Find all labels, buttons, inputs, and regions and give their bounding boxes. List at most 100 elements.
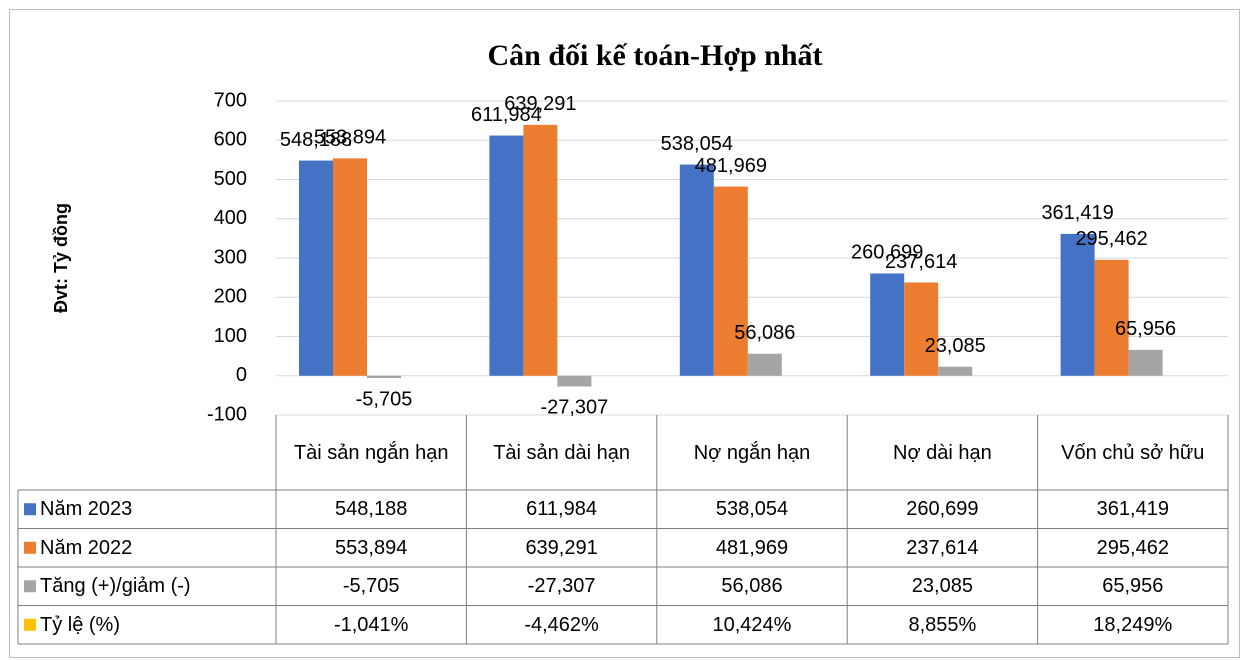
x-tick-label-box: Tài sản dài hạn [493, 441, 630, 464]
data-label: 23,085 [925, 335, 986, 357]
legend-swatch [24, 580, 36, 593]
bar [1128, 349, 1163, 376]
y-tick-label: 500 [214, 168, 247, 190]
table-cell-box: 18,249% [1093, 613, 1173, 636]
legend-box: Tỷ lệ (%) [40, 613, 120, 636]
table-cell-box: 23,085 [911, 575, 973, 598]
y-tick-label: 600 [214, 129, 247, 151]
table-cell-box: 538,054 [715, 498, 789, 521]
data-label: 553,894 [314, 127, 386, 149]
table-cell: 611,984 [526, 498, 597, 521]
x-tick-label: Nợ ngắn hạn [693, 441, 811, 464]
y-tick-label: 0 [236, 364, 247, 386]
y-tick-label: 700 [214, 89, 247, 111]
bar [489, 135, 524, 376]
x-tick-label-box: Vốn chủ sở hữu [1061, 441, 1205, 464]
table-cell-box: 56,086 [721, 575, 783, 598]
bar [1060, 233, 1095, 376]
table-cell: 8,855% [908, 613, 977, 636]
data-label: 361,419 [1041, 202, 1113, 224]
table-cell: -27,307 [527, 575, 596, 598]
bar [557, 375, 592, 387]
table-cell: -5,705 [342, 575, 400, 598]
y-tick-label: 100 [214, 325, 247, 347]
x-tick-label: Vốn chủ sở hữu [1061, 441, 1205, 464]
data-label: 548,188 [280, 129, 352, 151]
data-label: 481,969 [695, 155, 767, 177]
legend-label: Tỷ lệ (%) [40, 613, 120, 636]
table-cell: 65,956 [1102, 575, 1164, 598]
table-cell: 538,054 [715, 498, 789, 521]
data-label: -27,307 [540, 397, 608, 419]
legend-box: Năm 2022 [40, 536, 133, 559]
table-cell: 481,969 [715, 536, 789, 559]
x-tick-label: Tài sản ngắn hạn [293, 441, 449, 464]
bar [299, 160, 333, 376]
bar [1094, 259, 1129, 376]
data-label: 611,984 [471, 104, 542, 126]
data-label: 538,054 [661, 133, 733, 155]
table-cell: 10,424% [712, 613, 792, 636]
data-label: 56,086 [734, 322, 795, 344]
table-cell: 361,419 [1096, 498, 1169, 521]
bar [938, 366, 973, 376]
legend-swatch [24, 541, 36, 554]
table-cell: 260,699 [906, 498, 979, 521]
table-cell: 639,291 [525, 536, 598, 559]
data-label: -5,705 [356, 388, 413, 410]
table-cell: 18,249% [1093, 613, 1173, 636]
table-cell: 548,188 [335, 498, 408, 521]
bar [679, 164, 714, 376]
y-tick-label: 300 [214, 246, 247, 268]
bar [367, 375, 401, 378]
chart-title: Cân đối kế toán-Hợp nhất [487, 39, 822, 72]
table-cell-box: 611,984 [526, 498, 597, 521]
table-cell-box: 8,855% [908, 613, 977, 636]
y-tick-label: 200 [214, 286, 247, 308]
table-cell-box: 639,291 [525, 536, 598, 559]
legend-label: Năm 2023 [40, 498, 133, 521]
data-label: 295,462 [1075, 228, 1147, 250]
data-label: 65,956 [1115, 318, 1176, 340]
table-cell-box: 481,969 [715, 536, 789, 559]
table-cell-box: -27,307 [527, 575, 596, 598]
table-cell-box: -4,462% [524, 613, 599, 636]
x-tick-label-box: Nợ dài hạn [893, 441, 992, 464]
table-cell-box: -1,041% [333, 613, 409, 636]
table-cell: -4,462% [524, 613, 599, 636]
bar [333, 158, 367, 376]
table-cell-box: 237,614 [906, 536, 979, 559]
table-cell-box: 548,188 [335, 498, 408, 521]
legend-swatch [24, 618, 36, 631]
data-label: 260,699 [851, 242, 923, 264]
table-cell-box: 10,424% [712, 613, 792, 636]
x-tick-label-box: Tài sản ngắn hạn [293, 441, 449, 464]
table-cell: 295,462 [1096, 536, 1169, 559]
table-cell: 553,894 [335, 536, 408, 559]
table-cell-box: 361,419 [1096, 498, 1169, 521]
x-tick-label: Nợ dài hạn [893, 441, 992, 464]
chart-frame [9, 9, 1240, 658]
legend-label: Năm 2022 [40, 536, 133, 559]
x-tick-label: Tài sản dài hạn [493, 441, 630, 464]
table-cell-box: 65,956 [1102, 575, 1164, 598]
legend-box: Tăng (+)/giảm (-) [40, 575, 191, 597]
table-cell-box: 295,462 [1096, 536, 1169, 559]
table-cell: 237,614 [906, 536, 979, 559]
bar [713, 186, 748, 376]
bar [747, 353, 782, 376]
table-cell: -1,041% [333, 613, 409, 636]
y-tick-label: -100 [207, 403, 247, 425]
table-cell-box: 260,699 [906, 498, 979, 521]
bar [904, 282, 939, 376]
table-cell: 23,085 [911, 575, 973, 598]
table-cell-box: 553,894 [335, 536, 408, 559]
x-tick-label-box: Nợ ngắn hạn [693, 441, 811, 464]
y-axis-label: Đvt: Tỷ đồng [51, 203, 71, 313]
table-cell: 56,086 [721, 575, 783, 598]
bar [523, 124, 558, 376]
data-label: 237,614 [885, 251, 957, 273]
legend-box: Năm 2023 [40, 498, 133, 521]
y-tick-label: 400 [214, 207, 247, 229]
